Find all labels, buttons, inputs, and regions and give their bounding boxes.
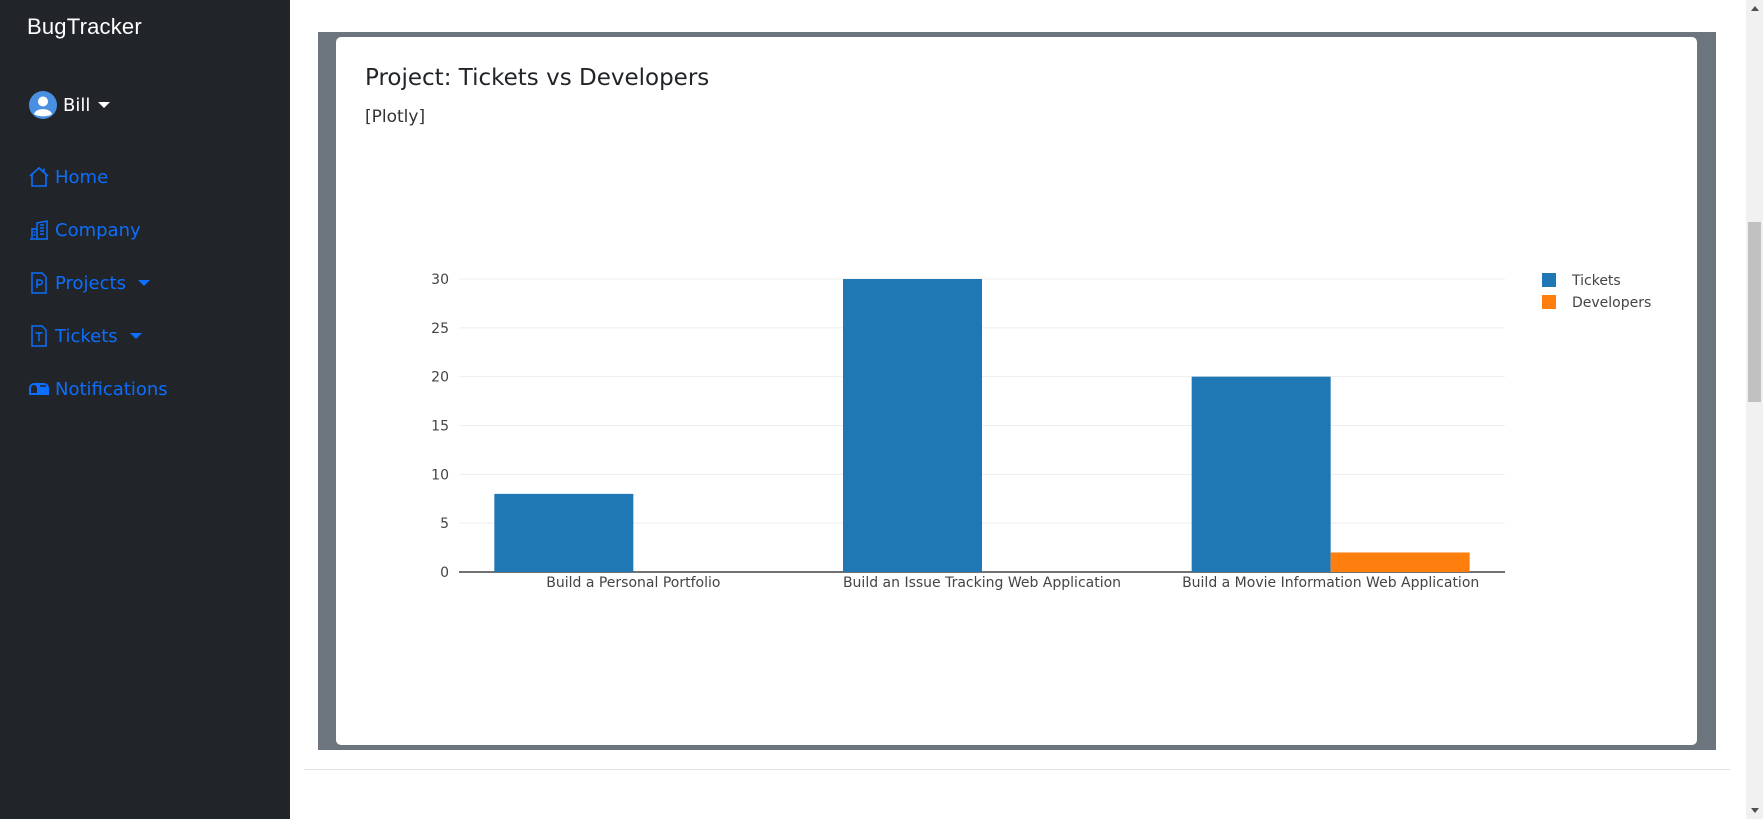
y-tick-label: 15: [431, 419, 449, 435]
scroll-down-icon[interactable]: [1751, 808, 1759, 813]
user-avatar-icon: [29, 91, 57, 119]
file-t-icon: [31, 325, 47, 347]
user-name: Bill: [63, 94, 91, 116]
scroll-up-icon[interactable]: [1751, 6, 1759, 11]
y-tick-label: 0: [440, 565, 449, 581]
card-title: Project: Tickets vs Developers: [365, 65, 710, 91]
legend-swatch-developers[interactable]: [1542, 295, 1556, 309]
y-tick-label: 10: [431, 467, 449, 483]
chevron-down-icon: [129, 333, 142, 339]
sidebar-item-home[interactable]: Home: [27, 165, 108, 189]
sidebar-item-projects[interactable]: Projects: [27, 271, 150, 295]
sidebar-item-label: Projects: [55, 272, 126, 294]
chevron-down-icon: [98, 102, 111, 108]
y-tick-label: 20: [431, 370, 449, 386]
legend-label-tickets[interactable]: Tickets: [1571, 273, 1621, 289]
bar-tickets-2[interactable]: [843, 279, 982, 572]
x-tick-label: Build a Movie Information Web Applicatio…: [1182, 575, 1479, 591]
legend-label-developers[interactable]: Developers: [1572, 295, 1651, 311]
sidebar-item-label: Tickets: [55, 325, 118, 347]
mailbox-icon: [29, 383, 49, 395]
chart-card: Project: Tickets vs Developers [Plotly] …: [336, 37, 1697, 745]
sidebar-item-company[interactable]: Company: [27, 218, 141, 242]
sidebar-item-label: Notifications: [55, 378, 168, 400]
bar-tickets-3[interactable]: [1191, 376, 1331, 572]
house-icon: [29, 166, 49, 187]
sidebar: BugTracker Bill Home Company Projects: [0, 0, 290, 819]
card-subtitle: [Plotly]: [365, 107, 426, 127]
brand-title[interactable]: BugTracker: [27, 14, 142, 39]
user-menu[interactable]: Bill: [29, 91, 111, 119]
x-tick-label: Build an Issue Tracking Web Application: [843, 575, 1121, 591]
sidebar-item-label: Company: [55, 219, 141, 241]
bar-tickets-1[interactable]: [494, 493, 634, 572]
chevron-down-icon: [137, 280, 150, 286]
sidebar-item-tickets[interactable]: Tickets: [27, 324, 142, 348]
y-tick-label: 5: [440, 516, 449, 532]
legend-swatch-tickets[interactable]: [1542, 273, 1556, 287]
y-tick-label: 25: [431, 321, 449, 337]
bar-developers-3[interactable]: [1330, 552, 1470, 572]
divider: [304, 769, 1730, 770]
sidebar-item-label: Home: [55, 166, 109, 188]
building-icon: [30, 220, 48, 240]
sidebar-item-notifications[interactable]: Notifications: [27, 377, 168, 401]
y-tick-label: 30: [431, 272, 449, 288]
bar-chart: 0 5 10 15 20 25 30 Build a Personal Portfolio Bu…: [431, 272, 1651, 591]
x-tick-label: Build a Personal Portfolio: [546, 575, 720, 591]
scrollbar[interactable]: [1746, 0, 1763, 819]
scrollbar-thumb[interactable]: [1748, 222, 1761, 402]
file-p-icon: [31, 272, 47, 294]
